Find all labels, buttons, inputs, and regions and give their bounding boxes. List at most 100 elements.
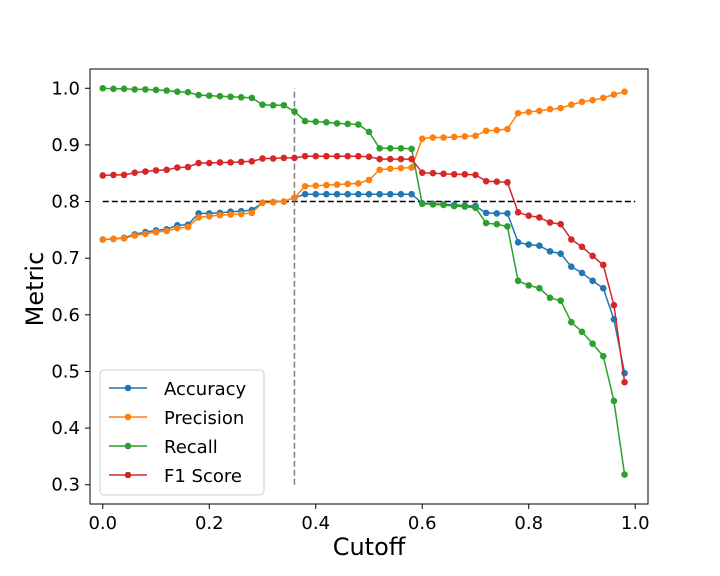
- precision-point: [482, 127, 490, 135]
- precision-point: [472, 132, 479, 140]
- legend-label-precision: Precision: [164, 408, 244, 429]
- f1-score-point: [174, 164, 181, 171]
- recall-point: [355, 121, 362, 128]
- f1-score-point: [429, 169, 437, 177]
- precision-point: [291, 194, 298, 201]
- f1-score-point: [259, 155, 266, 162]
- accuracy-point: [344, 190, 352, 198]
- recall-point: [450, 202, 458, 210]
- f1-score-point: [546, 219, 554, 226]
- f1-score-point: [216, 159, 224, 166]
- precision-point: [493, 126, 501, 134]
- recall-point: [429, 201, 437, 208]
- f1-score-point: [450, 171, 458, 178]
- precision-point: [205, 212, 213, 220]
- f1-score-point: [99, 172, 107, 179]
- f1-score-point: [472, 171, 479, 179]
- plot-frame: [89, 68, 649, 505]
- accuracy-point: [493, 210, 501, 217]
- precision-line: [102, 90, 625, 241]
- precision-point: [344, 180, 352, 188]
- legend: Accuracy Precision Recall F1 Score: [99, 369, 265, 496]
- f1-score-point: [227, 159, 234, 166]
- recall-point: [440, 201, 447, 209]
- recall-point: [195, 91, 202, 99]
- f1-score-point: [184, 163, 192, 171]
- recall-point: [610, 397, 618, 405]
- recall-point: [323, 118, 330, 126]
- f1-score-point: [291, 154, 298, 162]
- y-tick-label: 0.3: [51, 475, 80, 496]
- recall-point: [514, 277, 522, 285]
- recall-point: [599, 352, 607, 360]
- f1-score-point: [408, 155, 415, 163]
- legend-marker-f1-score: [124, 471, 132, 479]
- precision-point: [259, 199, 266, 206]
- precision-point: [323, 181, 330, 189]
- recall-point: [578, 328, 586, 336]
- precision-point: [504, 125, 511, 133]
- precision-point: [461, 133, 469, 140]
- recall-point: [568, 318, 575, 326]
- recall-point: [152, 86, 160, 94]
- recall-point: [493, 220, 501, 228]
- f1-score-point: [280, 154, 288, 162]
- accuracy-point: [514, 239, 522, 246]
- x-tick-label: 0.4: [301, 513, 330, 534]
- f1-score-point: [131, 169, 139, 176]
- precision-point: [110, 235, 117, 243]
- precision-point: [568, 101, 575, 108]
- precision-point: [216, 211, 224, 219]
- precision-point: [621, 88, 628, 95]
- recall-point: [131, 86, 139, 93]
- recall-point: [280, 101, 288, 109]
- f1-score-point: [397, 155, 405, 163]
- recall-point: [227, 93, 234, 101]
- recall-point: [312, 118, 320, 125]
- f1-score-point: [355, 152, 362, 160]
- precision-point: [237, 210, 245, 218]
- f1-score-point: [142, 168, 149, 175]
- precision-point: [184, 223, 192, 231]
- accuracy-point: [397, 190, 405, 198]
- recall-point: [142, 86, 149, 93]
- precision-point: [99, 236, 107, 243]
- recall-point: [408, 145, 415, 153]
- f1-score-point: [333, 152, 341, 160]
- y-tick-label: 0.7: [51, 248, 80, 269]
- f1-score-point: [163, 166, 170, 174]
- recall-point: [397, 144, 405, 152]
- y-tick-label: 0.8: [51, 192, 80, 213]
- f1-score-point: [568, 236, 575, 243]
- recall-point: [418, 200, 426, 208]
- f1-score-point: [610, 301, 618, 309]
- recall-point: [269, 101, 277, 109]
- recall-point: [365, 128, 373, 136]
- accuracy-point: [323, 190, 330, 198]
- f1-score-point: [589, 252, 596, 260]
- recall-point: [589, 340, 596, 348]
- accuracy-point: [312, 190, 320, 198]
- f1-score-line: [102, 155, 626, 383]
- y-tick-label: 0.9: [51, 135, 80, 156]
- recall-point: [205, 92, 213, 99]
- precision-point: [365, 176, 373, 184]
- precision-point: [376, 166, 383, 174]
- precision-point: [227, 211, 234, 218]
- accuracy-point: [386, 190, 394, 198]
- recall-point: [386, 144, 394, 152]
- recall-point: [237, 94, 245, 101]
- precision-point: [386, 165, 394, 172]
- recall-point: [99, 84, 107, 92]
- f1-score-point: [301, 152, 309, 160]
- recall-point: [110, 85, 117, 93]
- recall-point: [259, 101, 266, 108]
- f1-score-point: [504, 178, 511, 186]
- x-axis-title: Cutoff: [333, 533, 406, 561]
- recall-point: [174, 88, 181, 95]
- precision-point: [269, 198, 277, 206]
- precision-point: [195, 214, 202, 221]
- precision-point: [120, 235, 128, 242]
- precision-point: [131, 232, 139, 239]
